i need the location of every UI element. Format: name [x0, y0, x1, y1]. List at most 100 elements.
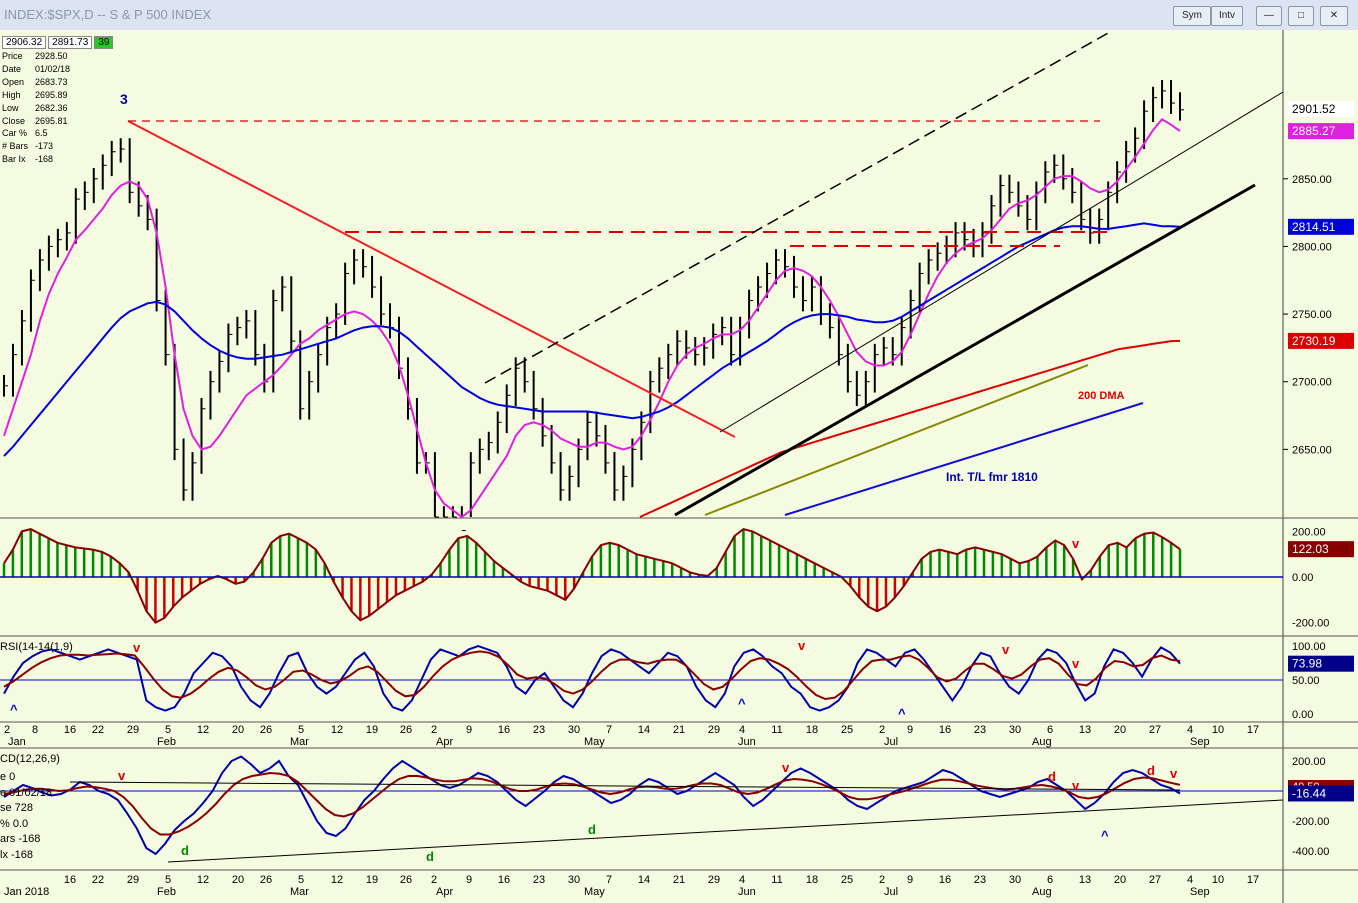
- x-tick-label-lower: 29: [127, 874, 139, 886]
- x-tick-label: 13: [1079, 724, 1091, 736]
- info-row: Low 2682.36: [2, 102, 68, 113]
- info-panel: Price 2928.50 Date 01/02/18 Open 2683.73 Hi…: [2, 50, 70, 166]
- x-tick-label-lower: 30: [1009, 874, 1021, 886]
- rsi-line: [3, 650, 1181, 701]
- price-tick-label: 2700.00: [1292, 377, 1332, 389]
- x-tick-label-lower: 30: [568, 874, 580, 886]
- x-tick-label: 30: [568, 724, 580, 736]
- price-tick-label: 2650.00: [1292, 444, 1332, 456]
- sym-label: Sym: [1182, 10, 1202, 21]
- maximize-button[interactable]: □: [1288, 6, 1314, 26]
- price-label: 2901.52: [1292, 102, 1336, 116]
- price-panel: 2650.00 2700.00 2750.00 2800.00 2850.00 2901.…: [3, 31, 1354, 532]
- trendline-label: Int. T/L fmr 1810: [946, 470, 1038, 484]
- price-label: 2814.51: [1292, 220, 1336, 234]
- x-tick-label: 19: [366, 724, 378, 736]
- close-icon: ✕: [1329, 10, 1339, 21]
- x-tick-label-lower: 5: [298, 874, 304, 886]
- close-button[interactable]: ✕: [1320, 6, 1348, 26]
- x-tick-label: 5: [165, 724, 171, 736]
- rsi-tick-label: 0.00: [1292, 709, 1313, 721]
- macd-d-green-label: d: [181, 843, 189, 858]
- x-tick-label: 4: [739, 724, 745, 736]
- x-tick-label: 16: [498, 724, 510, 736]
- rsi-up-label: ^: [10, 702, 18, 717]
- rsi-last-label: 73.98: [1292, 657, 1322, 671]
- info-row: Date 01/02/18: [2, 63, 71, 74]
- x-tick-label-lower: 14: [638, 874, 650, 886]
- chart-canvas: 2650.002700.002750.002800.002850.002901.…: [0, 30, 1358, 903]
- macd-info: e 0 e 01/02/18 se 728 % 0.0 ars -168 lx …: [0, 770, 52, 863]
- x-tick-label: 30: [1009, 724, 1021, 736]
- x-tick-label: 2: [879, 724, 885, 736]
- osc-tick-label: -200.00: [1292, 618, 1329, 630]
- price-label: 2885.27: [1292, 124, 1336, 138]
- rsi-tick-label: 100.00: [1292, 641, 1326, 653]
- macd-trendline-2: [167, 799, 1284, 863]
- info-row: Price 2928.50: [2, 51, 68, 61]
- moving-average-line: [639, 339, 1181, 518]
- info-row: Car % 6.5: [2, 128, 48, 139]
- x-tick-label: 12: [331, 724, 343, 736]
- header-readout: 2906.32 2891.73 39: [2, 36, 114, 49]
- x-tick-label-lower: 13: [1079, 874, 1091, 886]
- x-tick-label-lower: 25: [841, 874, 853, 886]
- rsi-label: RSI(14-14(1,9): [0, 641, 73, 653]
- x-tick-label: 23: [533, 724, 545, 736]
- minimize-button[interactable]: —: [1256, 6, 1282, 26]
- macd-info-row: e 01/02/18: [0, 786, 52, 799]
- x-month-label-lower: Jun: [738, 886, 756, 898]
- info-row: Open 2683.73: [2, 76, 68, 87]
- macd-last-label: -16.44: [1292, 786, 1326, 800]
- osc-tick-label: 0.00: [1292, 572, 1313, 584]
- intv-button[interactable]: Intv: [1211, 6, 1243, 26]
- rsi-line: [3, 644, 1181, 712]
- price-tick-label: 2850.00: [1292, 174, 1332, 186]
- macd-up-label: ^: [1101, 828, 1109, 843]
- wave-label-3: 3: [120, 91, 128, 107]
- rsi-up-label: ^: [898, 706, 906, 721]
- x-month-label-lower: Jul: [884, 886, 898, 898]
- x-tick-label-lower: 23: [974, 874, 986, 886]
- macd-v-label: v: [1170, 766, 1178, 781]
- x-tick-label-lower: 6: [1047, 874, 1053, 886]
- x-tick-label: 27: [1149, 724, 1161, 736]
- sym-button[interactable]: Sym: [1173, 6, 1211, 26]
- x-tick-label-lower: 21: [673, 874, 685, 886]
- x-tick-label-lower: 19: [366, 874, 378, 886]
- x-tick-label-lower: 16: [939, 874, 951, 886]
- x-tick-label-lower: 16: [64, 874, 76, 886]
- x-tick-label-lower: 23: [533, 874, 545, 886]
- macd-v-label: v: [118, 768, 126, 783]
- x-tick-label-lower: 17: [1247, 874, 1259, 886]
- macd-d-green-label: d: [588, 822, 596, 837]
- x-tick-label: 14: [638, 724, 650, 736]
- info-row: # Bars -173: [2, 141, 54, 152]
- price-label-box: [1288, 123, 1354, 140]
- x-tick-label-lower: 9: [466, 874, 472, 886]
- x-tick-label: 4: [1187, 724, 1193, 736]
- x-month-label-lower: May: [584, 886, 605, 898]
- x-tick-label-lower: 2: [879, 874, 885, 886]
- x-tick-label: 11: [771, 724, 782, 736]
- info-row: Bar Ix -168: [2, 154, 54, 165]
- osc-last-label: 122.03: [1292, 542, 1329, 556]
- macd-line: [3, 755, 1181, 856]
- olive-trendline: [704, 364, 1089, 516]
- macd-line: [3, 771, 1181, 836]
- macd-trendline: [69, 781, 1181, 791]
- x-tick-label: 7: [606, 724, 612, 736]
- x-tick-label-lower: 16: [498, 874, 510, 886]
- macd-tick-label: -400.00: [1292, 846, 1329, 858]
- x-tick-label-lower: 4: [739, 874, 745, 886]
- x-tick-label: 20: [232, 724, 244, 736]
- rsi-v-label: v: [133, 640, 141, 655]
- red-trendline: [127, 120, 736, 438]
- rsi-panel: 100.00 50.00 0.00 73.98 v v v v ^ ^ ^: [0, 638, 1354, 721]
- annotations: 3 200 DMA Int. T/L fmr 1810 RSI(14-14(1,…: [0, 91, 1125, 765]
- price-label-box: [1288, 218, 1354, 235]
- macd-d-label: d: [1147, 763, 1155, 778]
- macd-info-row: ars -168: [0, 833, 41, 845]
- x-month-label-lower: Sep: [1190, 886, 1210, 898]
